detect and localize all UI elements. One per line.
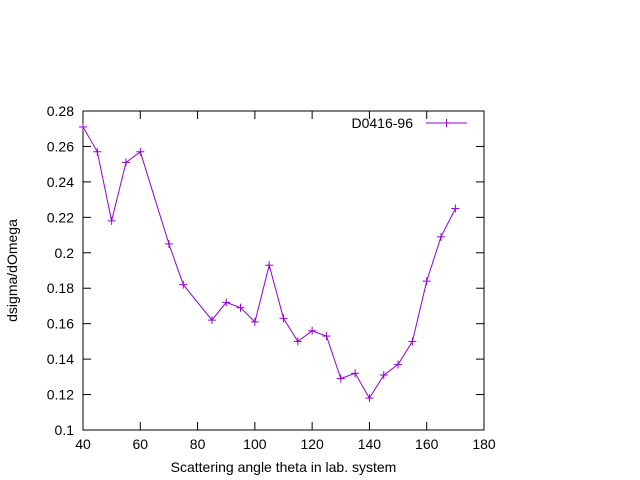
data-point <box>451 204 460 213</box>
y-tick-label: 0.28 <box>47 103 74 119</box>
data-point <box>236 303 245 312</box>
y-tick-label: 0.16 <box>47 316 74 332</box>
data-point <box>379 371 388 380</box>
data-point <box>179 280 188 289</box>
y-tick-label: 0.24 <box>47 174 74 190</box>
x-tick-label: 140 <box>358 436 382 452</box>
legend-marker <box>442 119 451 127</box>
data-point <box>265 261 274 270</box>
series-layer <box>79 122 460 403</box>
plot-frame <box>82 110 485 431</box>
data-point <box>121 158 130 167</box>
data-point <box>308 326 317 335</box>
data-point <box>336 374 345 383</box>
data-point <box>222 298 231 307</box>
x-tick-label: 160 <box>415 436 439 452</box>
data-point <box>93 147 102 156</box>
data-point <box>394 360 403 369</box>
x-tick-label: 40 <box>75 436 91 452</box>
data-point <box>408 337 417 346</box>
data-point <box>293 337 302 346</box>
x-tick-label: 120 <box>300 436 324 452</box>
data-point <box>136 147 145 156</box>
y-tick-label: 0.26 <box>47 138 74 154</box>
y-tick-label: 0.2 <box>55 245 75 261</box>
data-point <box>365 394 374 403</box>
legend-label: D0416-96 <box>352 115 414 131</box>
data-point <box>322 332 331 341</box>
x-tick-label: 60 <box>132 436 148 452</box>
data-point <box>422 277 431 286</box>
data-point <box>351 369 360 378</box>
y-axis-title: dsigma/dOmega <box>4 219 20 322</box>
x-tick-label: 180 <box>472 436 496 452</box>
x-axis-title: Scattering angle theta in lab. system <box>171 459 397 475</box>
y-tick-label: 0.14 <box>47 351 74 367</box>
y-tick-label: 0.12 <box>47 387 74 403</box>
data-point <box>437 232 446 241</box>
x-tick-label: 100 <box>243 436 267 452</box>
x-axis-ticks: 40 60 80 100 120 140 160 180 <box>75 111 496 452</box>
y-axis-ticks: 0.1 0.12 0.14 0.16 0.18 0.2 0.22 0.24 0.26 0.28 <box>47 103 484 438</box>
y-tick-label: 0.1 <box>55 422 75 438</box>
data-point <box>279 314 288 323</box>
data-point <box>164 239 173 248</box>
legend: D0416-96 <box>352 115 467 131</box>
y-tick-label: 0.18 <box>47 280 74 296</box>
x-tick-label: 80 <box>190 436 206 452</box>
data-point <box>107 216 116 225</box>
legend-marker-plus <box>442 119 451 127</box>
data-point <box>207 316 216 325</box>
data-point <box>250 317 259 326</box>
y-tick-label: 0.22 <box>47 209 74 225</box>
data-point <box>79 122 87 131</box>
